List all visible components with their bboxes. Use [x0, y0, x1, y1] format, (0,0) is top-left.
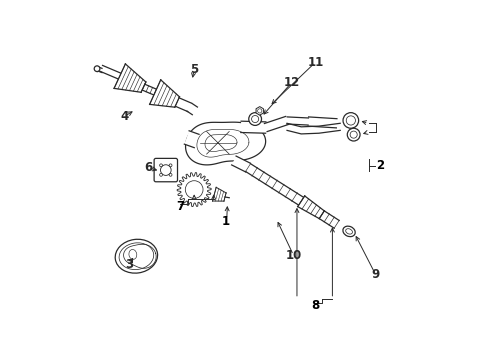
Text: 7: 7	[176, 200, 183, 213]
Polygon shape	[245, 164, 303, 205]
Polygon shape	[307, 117, 336, 128]
Circle shape	[343, 113, 358, 128]
Polygon shape	[231, 156, 250, 172]
Ellipse shape	[115, 239, 157, 273]
Text: 6: 6	[143, 161, 152, 174]
Polygon shape	[177, 172, 211, 207]
Circle shape	[349, 131, 356, 138]
Circle shape	[248, 113, 261, 125]
Text: 8: 8	[311, 299, 319, 312]
Polygon shape	[100, 66, 121, 79]
Polygon shape	[149, 80, 179, 107]
Circle shape	[159, 174, 162, 176]
Polygon shape	[142, 84, 156, 95]
Polygon shape	[256, 107, 263, 115]
Circle shape	[94, 66, 100, 72]
Polygon shape	[114, 64, 145, 92]
Text: 4: 4	[121, 110, 128, 123]
Circle shape	[169, 174, 172, 176]
Polygon shape	[185, 122, 265, 165]
Text: 3: 3	[125, 258, 133, 271]
Text: 1: 1	[221, 215, 229, 228]
Text: 11: 11	[306, 56, 323, 69]
Polygon shape	[319, 211, 339, 228]
Ellipse shape	[129, 249, 137, 259]
Polygon shape	[286, 117, 308, 125]
Ellipse shape	[345, 229, 352, 234]
Circle shape	[159, 164, 162, 167]
Circle shape	[257, 109, 262, 113]
Circle shape	[185, 181, 203, 198]
Polygon shape	[175, 98, 191, 112]
Circle shape	[169, 164, 172, 167]
Polygon shape	[186, 104, 197, 115]
Text: 10: 10	[285, 249, 301, 262]
Polygon shape	[240, 121, 265, 133]
Circle shape	[346, 116, 355, 125]
Text: 2: 2	[376, 159, 384, 172]
Circle shape	[346, 128, 359, 141]
Text: 12: 12	[283, 76, 299, 89]
Text: 9: 9	[371, 268, 379, 281]
Polygon shape	[212, 187, 225, 201]
Circle shape	[251, 116, 258, 123]
Polygon shape	[264, 116, 288, 131]
Text: 5: 5	[190, 63, 198, 76]
Circle shape	[160, 165, 171, 175]
Polygon shape	[297, 196, 324, 219]
Ellipse shape	[342, 226, 354, 237]
Polygon shape	[184, 131, 199, 148]
FancyBboxPatch shape	[154, 158, 177, 182]
